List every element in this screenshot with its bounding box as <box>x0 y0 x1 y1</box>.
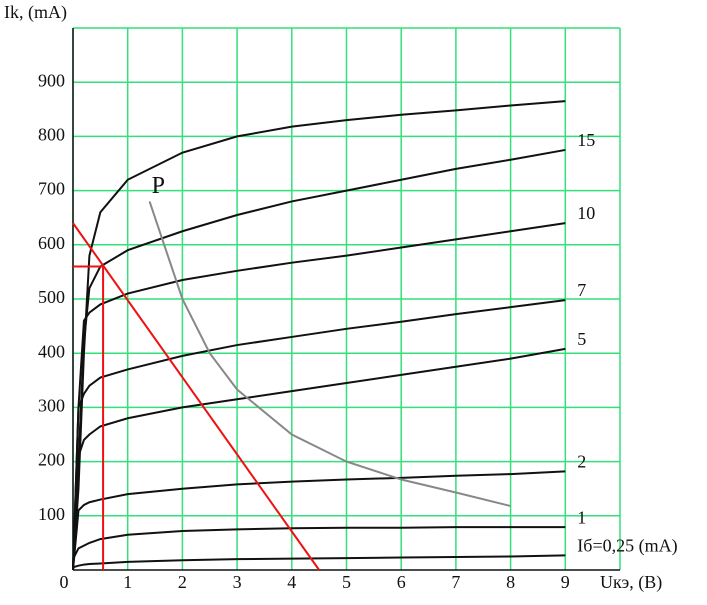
x-tick-label: 9 <box>561 572 570 592</box>
curve-label: 2 <box>577 451 586 471</box>
x-tick-label: 8 <box>506 572 515 592</box>
x-tick-label: 4 <box>287 572 296 592</box>
y-axis-label: Ik, (mA) <box>4 2 67 23</box>
curve <box>72 222 566 571</box>
curve-label: 5 <box>577 329 586 349</box>
x-tick-label: 3 <box>233 572 242 592</box>
curve <box>72 526 566 560</box>
operating-point <box>73 265 105 570</box>
curve <box>72 347 566 571</box>
y-tick-label: 200 <box>38 450 65 470</box>
curve <box>72 299 566 571</box>
y-tick-label: 700 <box>38 179 65 199</box>
x-tick-label: 2 <box>178 572 187 592</box>
curve-label: 10 <box>577 203 595 223</box>
x-tick-label: 7 <box>451 572 460 592</box>
x-tick-label: 0 <box>60 572 69 592</box>
y-tick-label: 800 <box>38 125 65 145</box>
y-tick-label: 400 <box>38 341 65 361</box>
y-tick-label: 300 <box>38 396 65 416</box>
curve <box>72 148 566 571</box>
curve-label: 7 <box>577 280 586 300</box>
curve-label: 1 <box>577 507 586 527</box>
curve-label: 15 <box>577 130 595 150</box>
x-tick-label: 6 <box>397 572 406 592</box>
y-tick-label: 900 <box>38 70 65 90</box>
curve <box>72 100 566 571</box>
load-line <box>72 222 320 571</box>
y-tick-label: 600 <box>38 233 65 253</box>
power-curve <box>148 201 511 508</box>
x-axis-label: Uкэ, (B) <box>600 572 662 593</box>
x-tick-label: 5 <box>342 572 351 592</box>
curve <box>72 470 566 571</box>
curve-label: Iб=0,25 (mA) <box>577 535 677 556</box>
x-tick-label: 1 <box>123 572 132 592</box>
y-tick-label: 500 <box>38 287 65 307</box>
y-tick-label: 100 <box>38 504 65 524</box>
curve <box>72 554 566 569</box>
power-curve-label: P <box>152 173 165 199</box>
